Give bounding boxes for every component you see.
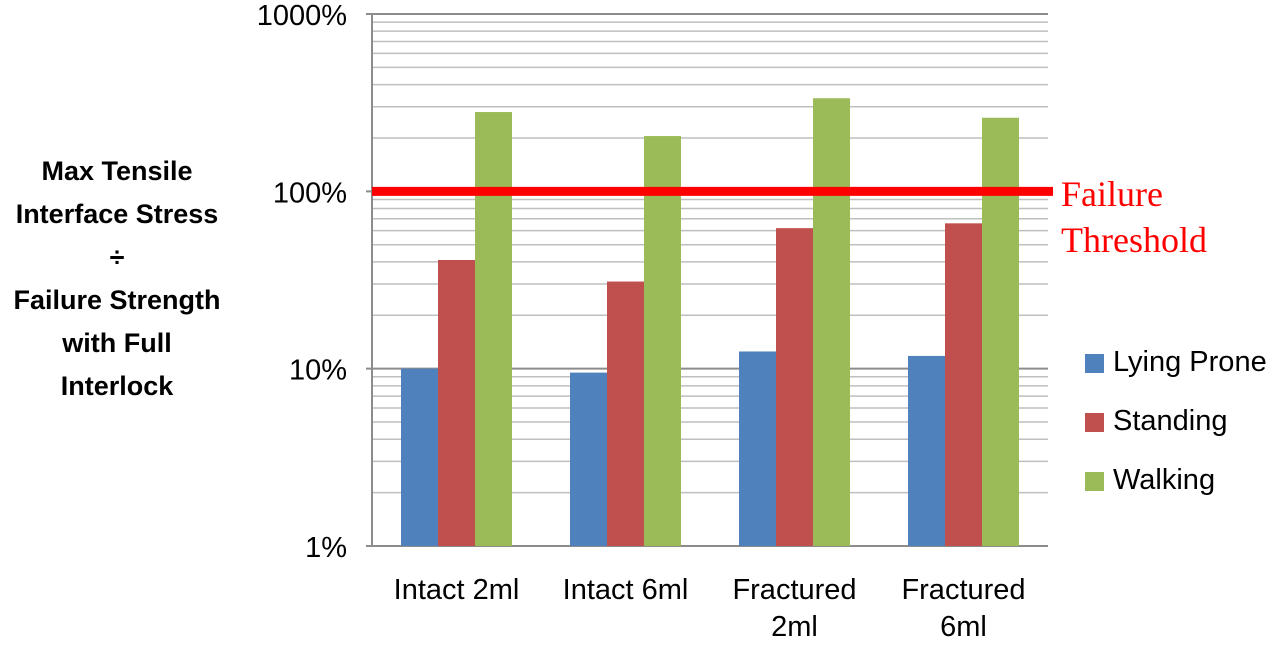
legend-label: Lying Prone — [1113, 346, 1267, 378]
threshold-label-line: Failure — [1061, 174, 1163, 214]
bar-walking — [813, 98, 850, 546]
y-tick-label: 1000% — [257, 0, 347, 32]
bar-standing — [607, 281, 644, 546]
threshold-label-line: Threshold — [1061, 220, 1207, 260]
x-tick-label-line: 6ml — [940, 611, 987, 643]
legend-label: Walking — [1113, 464, 1216, 496]
bars — [401, 98, 1019, 547]
legend-swatch — [1085, 354, 1104, 373]
threshold-label: Failure Threshold — [1061, 171, 1207, 263]
x-tick-label: Fractured 2ml — [710, 572, 880, 646]
y-axis-label-line: Interface Stress — [15, 199, 219, 229]
legend-label: Standing — [1113, 405, 1228, 437]
x-tick-label: Intact 2ml — [372, 572, 542, 609]
y-axis-label-line: with Full — [62, 328, 172, 358]
x-tick-label-line: Fractured — [732, 574, 857, 606]
bar-walking — [982, 117, 1019, 547]
y-tick-label: 10% — [289, 355, 347, 387]
bar-walking — [475, 112, 512, 547]
y-tick-label: 100% — [273, 177, 347, 209]
y-axis-label-line: Interlock — [60, 371, 174, 401]
bar-lying-prone — [570, 372, 607, 546]
bar-lying-prone — [908, 355, 945, 546]
bar-walking — [644, 136, 681, 546]
bar-standing — [438, 259, 475, 546]
y-axis-label-line: ÷ — [109, 242, 125, 272]
y-axis-label-line: Max Tensile — [41, 156, 193, 186]
y-axis-label-line: Failure Strength — [13, 285, 221, 315]
x-tick-label-line: 2ml — [771, 611, 818, 643]
y-tick-labels: 1% 10% 100% 1000% — [257, 0, 347, 564]
x-tick-label-line: Intact 2ml — [393, 574, 520, 606]
y-axis-label: Max Tensile Interface Stress ÷ Failure Stre… — [0, 150, 234, 408]
bar-lying-prone — [401, 368, 438, 546]
legend-swatch — [1085, 413, 1104, 432]
y-tick-label: 1% — [305, 532, 347, 564]
x-tick-label-line: Intact 6ml — [562, 574, 689, 606]
legend-swatch — [1085, 472, 1104, 491]
x-tick-label: Intact 6ml — [541, 572, 711, 609]
x-tick-label: Fractured 6ml — [879, 572, 1049, 646]
bar-standing — [776, 228, 813, 546]
x-tick-label-line: Fractured — [901, 574, 1026, 606]
bar-lying-prone — [739, 351, 776, 546]
bar-standing — [945, 223, 982, 546]
